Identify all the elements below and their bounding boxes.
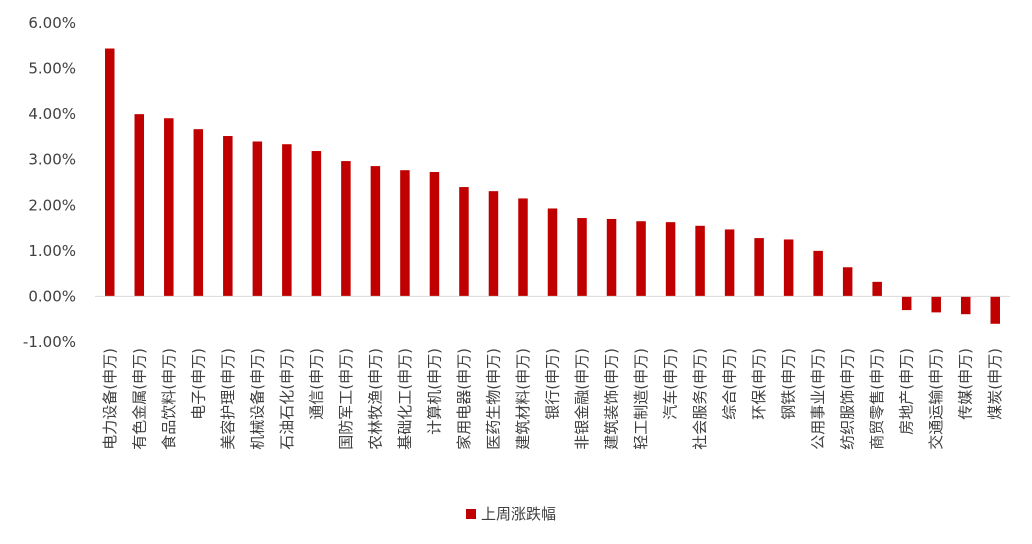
bar	[518, 198, 528, 297]
bar	[400, 170, 410, 297]
legend-label: 上周涨跌幅	[481, 505, 556, 523]
bar	[842, 267, 853, 297]
x-axis-tick-labels: 电力设备(申万) 有色金属(申万) 食品饮料(申万) 电子(申万) 美容护理(申万) 机械…	[101, 348, 1004, 450]
y-tick-label: 6.00%	[28, 14, 76, 32]
bar	[960, 296, 971, 315]
x-tick-label: 石油石化(申万)	[278, 348, 296, 450]
y-axis-tick-labels: 6.00% 5.00% 4.00% 3.00% 2.00% 1.00% 0.00% -1.00…	[23, 14, 76, 351]
x-tick-label: 煤炭(申万)	[986, 348, 1004, 420]
bar	[724, 229, 735, 297]
bar	[547, 208, 558, 297]
bar	[488, 191, 499, 297]
x-tick-label: 机械设备(申万)	[248, 348, 266, 450]
y-tick-label: -1.00%	[23, 333, 76, 351]
x-tick-label: 电力设备(申万)	[101, 348, 119, 450]
x-tick-label: 电子(申万)	[189, 348, 207, 420]
x-tick-label: 公用事业(申万)	[809, 348, 827, 450]
bar	[164, 118, 174, 297]
x-tick-label: 非银金融(申万)	[573, 348, 591, 450]
x-tick-label: 国防军工(申万)	[337, 348, 355, 450]
bar	[341, 161, 351, 297]
x-tick-label: 有色金属(申万)	[130, 348, 148, 450]
x-tick-label: 家用电器(申万)	[455, 348, 473, 450]
bar	[990, 296, 1000, 324]
x-tick-label: 银行(申万)	[544, 348, 562, 420]
x-tick-label: 建筑材料(申万)	[514, 348, 532, 450]
legend: 上周涨跌幅	[466, 505, 556, 523]
bar	[813, 250, 823, 297]
legend-swatch	[466, 509, 476, 519]
x-tick-label: 环保(申万)	[750, 348, 768, 420]
bar	[223, 136, 233, 297]
x-tick-label: 轻工制造(申万)	[632, 348, 650, 450]
x-tick-label: 通信(申万)	[307, 348, 325, 420]
bar	[665, 222, 676, 297]
x-tick-label: 社会服务(申万)	[691, 348, 709, 450]
y-tick-label: 1.00%	[28, 242, 76, 260]
x-tick-label: 美容护理(申万)	[219, 348, 237, 450]
bar	[606, 218, 617, 297]
bar	[105, 48, 115, 297]
y-tick-label: 2.00%	[28, 196, 76, 214]
y-tick-label: 4.00%	[28, 105, 76, 123]
bars	[105, 48, 1000, 324]
x-tick-label: 交通运输(申万)	[927, 348, 945, 450]
bar	[931, 296, 941, 313]
x-tick-label: 食品饮料(申万)	[160, 348, 178, 450]
x-tick-label: 纺织服饰(申万)	[839, 348, 857, 450]
y-tick-label: 3.00%	[28, 151, 76, 169]
x-tick-label: 医药生物(申万)	[484, 348, 502, 450]
x-tick-label: 农林牧渔(申万)	[366, 348, 384, 450]
bar	[282, 144, 292, 297]
y-tick-label: 5.00%	[28, 60, 76, 78]
bar	[311, 151, 322, 297]
x-tick-label: 基础化工(申万)	[396, 348, 414, 450]
x-tick-label: 建筑装饰(申万)	[603, 348, 621, 450]
bar	[754, 238, 764, 297]
bar	[636, 221, 646, 297]
bar	[252, 141, 263, 297]
bar	[577, 218, 587, 297]
bar	[695, 225, 705, 297]
x-tick-label: 商贸零售(申万)	[868, 348, 886, 450]
x-tick-label: 房地产(申万)	[898, 348, 916, 435]
bar	[872, 281, 882, 297]
bar	[783, 239, 794, 297]
bar	[429, 172, 440, 297]
x-tick-label: 综合(申万)	[721, 348, 739, 420]
x-tick-label: 钢铁(申万)	[780, 348, 798, 420]
bar	[901, 296, 912, 311]
bar	[134, 114, 145, 297]
x-tick-label: 计算机(申万)	[425, 348, 443, 435]
bar	[193, 129, 204, 297]
bar	[459, 187, 469, 297]
x-tick-label: 传媒(申万)	[957, 348, 975, 420]
y-tick-label: 0.00%	[28, 287, 76, 305]
x-tick-label: 汽车(申万)	[662, 348, 680, 420]
bar	[370, 166, 381, 297]
